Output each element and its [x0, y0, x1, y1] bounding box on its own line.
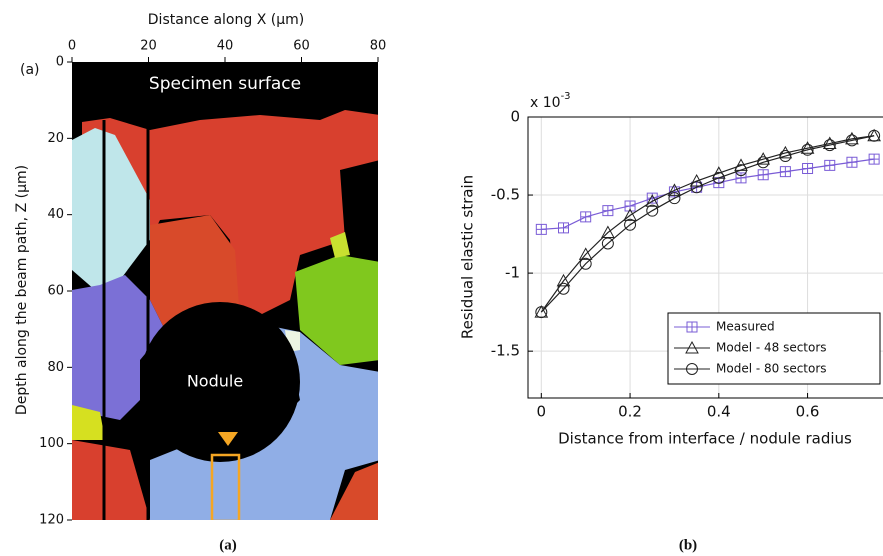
y-tick-label: 80	[47, 360, 64, 375]
series-layer	[534, 128, 881, 319]
marker	[735, 164, 747, 177]
y-tick-label: -0.5	[491, 186, 520, 204]
arrow	[218, 432, 238, 446]
legend-label: Model - 48 sectors	[716, 341, 827, 355]
marker	[578, 247, 593, 260]
marker	[757, 169, 769, 181]
marker	[823, 139, 836, 152]
marker	[624, 218, 637, 231]
x-tick-label: 0.2	[618, 403, 642, 421]
x-tick-label: 0.4	[707, 403, 731, 421]
grain	[330, 232, 350, 258]
legend-label: Model - 80 sectors	[716, 362, 827, 376]
y-axis-title: Depth along the beam path, Z (μm)	[14, 165, 30, 415]
marker	[756, 152, 771, 165]
legend-label: Measured	[716, 320, 775, 334]
marker	[867, 128, 881, 142]
grain	[295, 255, 378, 365]
marker	[868, 153, 880, 165]
y-tick-label: -1.5	[491, 342, 520, 360]
axes-frame	[527, 116, 883, 399]
annotation: Nodule	[187, 372, 243, 391]
y-tick-label: 100	[39, 436, 64, 451]
x-axis-title: Distance along X (μm)	[148, 12, 304, 28]
caption: (b)	[679, 537, 697, 553]
marker	[845, 131, 859, 145]
grain	[150, 320, 378, 520]
series-line	[541, 158, 875, 230]
marker	[685, 340, 699, 354]
marker	[580, 211, 592, 223]
grain	[330, 462, 378, 520]
annotation: Specimen surface	[149, 74, 301, 94]
grain	[72, 128, 150, 290]
marker	[868, 129, 881, 142]
marker	[686, 321, 698, 333]
x-tick-label: 0.6	[796, 403, 820, 421]
x-tick-label: 80	[370, 39, 387, 54]
x-tick-label: 60	[293, 39, 310, 54]
y-tick-label: 0	[56, 55, 64, 70]
panel-label: (a)	[20, 62, 40, 78]
marker	[601, 237, 614, 250]
nodule	[140, 302, 300, 462]
y-tick-label: 20	[47, 131, 64, 146]
grain	[72, 440, 150, 520]
marker	[822, 136, 837, 150]
x-tick-label: 0	[537, 403, 547, 421]
marker	[800, 141, 815, 154]
marker	[778, 145, 793, 159]
marker	[757, 156, 770, 169]
marker	[779, 150, 792, 163]
series-line	[540, 135, 875, 313]
grain	[82, 110, 378, 320]
marker	[712, 171, 725, 184]
marker	[801, 143, 814, 156]
y-tick-label: -1	[505, 264, 520, 282]
marker	[845, 134, 858, 147]
x-axis-title: Distance from interface / nodule radius	[558, 430, 852, 448]
grain	[72, 275, 165, 420]
marker	[602, 205, 614, 217]
grain-map	[72, 62, 378, 520]
marker	[667, 183, 682, 196]
grain	[72, 405, 105, 440]
marker	[779, 166, 791, 178]
marker	[535, 306, 548, 319]
marker	[556, 273, 571, 287]
series-line	[540, 135, 875, 313]
multiplier-base: x 10	[530, 95, 561, 111]
marker	[802, 163, 814, 175]
marker	[558, 222, 569, 234]
marker	[824, 159, 836, 171]
marker	[689, 173, 704, 187]
marker	[846, 156, 858, 168]
y-tick-label: 0	[510, 108, 520, 126]
y-tick-label: 40	[47, 207, 64, 222]
y-axis-title: Residual elastic strain	[459, 175, 477, 339]
marker	[646, 204, 659, 217]
x-tick-label: 0	[68, 39, 76, 54]
y-tick-label: 60	[47, 284, 64, 299]
y-multiplier: x 10-3	[530, 91, 571, 111]
marker	[690, 181, 703, 194]
marker	[623, 208, 637, 221]
marker	[579, 257, 592, 270]
multiplier-exponent: -3	[561, 91, 571, 102]
x-tick-label: 40	[217, 39, 234, 54]
marker	[735, 172, 747, 184]
beam-box	[210, 453, 241, 520]
marker	[668, 192, 681, 205]
marker	[686, 363, 698, 375]
marker	[535, 223, 547, 235]
y-tick-label: 120	[39, 513, 64, 528]
marker	[645, 194, 660, 207]
x-tick-label: 20	[140, 39, 157, 54]
marker	[557, 282, 570, 295]
caption: (a)	[219, 537, 237, 553]
